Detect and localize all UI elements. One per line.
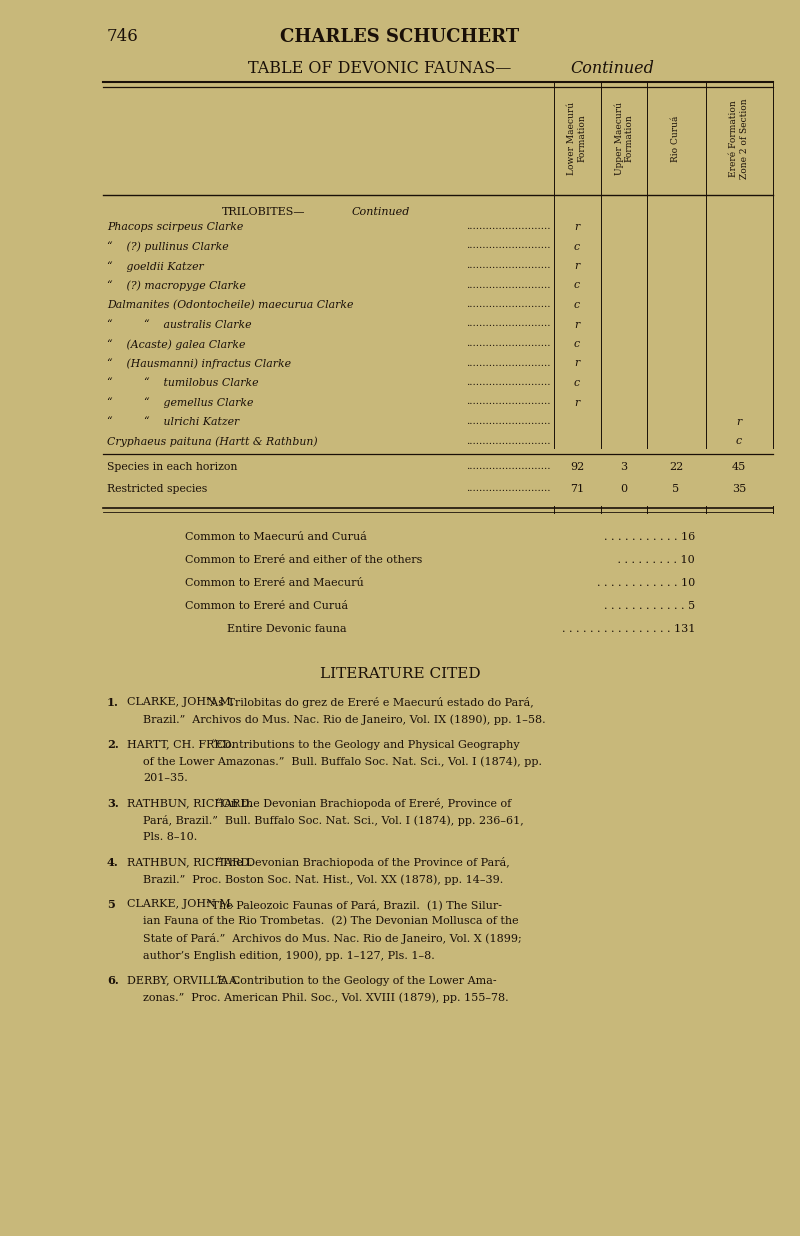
Text: Entire Devonic fauna: Entire Devonic fauna <box>227 624 346 634</box>
Text: “As Trilobitas do grez de Ereré e Maecurú estado do Pará,: “As Trilobitas do grez de Ereré e Maecur… <box>206 697 534 708</box>
Text: . . . . . . . . . . . 16: . . . . . . . . . . . 16 <box>604 531 695 543</box>
Text: DERBY, ORVILLE A.: DERBY, ORVILLE A. <box>127 975 241 985</box>
Text: “    goeldii Katzer: “ goeldii Katzer <box>107 261 204 272</box>
Text: Brazil.”  Archivos do Mus. Nac. Rio de Janeiro, Vol. IX (1890), pp. 1–58.: Brazil.” Archivos do Mus. Nac. Rio de Ja… <box>143 714 546 724</box>
Text: Lower Maecurú
Formation: Lower Maecurú Formation <box>567 101 586 176</box>
Text: zonas.”  Proc. American Phil. Soc., Vol. XVIII (1879), pp. 155–78.: zonas.” Proc. American Phil. Soc., Vol. … <box>143 993 509 1002</box>
Text: c: c <box>574 378 580 388</box>
Text: c: c <box>574 339 580 349</box>
Text: TRILOBITES—: TRILOBITES— <box>222 206 306 218</box>
Text: Continued: Continued <box>570 61 654 77</box>
Text: ..........................: .......................... <box>466 436 551 445</box>
Text: HARTT, CH. FRED.: HARTT, CH. FRED. <box>127 739 234 749</box>
Text: ..........................: .......................... <box>466 358 551 367</box>
Text: Rio Curuá: Rio Curuá <box>671 115 681 162</box>
Text: c: c <box>574 281 580 290</box>
Text: ..........................: .......................... <box>466 339 551 349</box>
Text: LITERATURE CITED: LITERATURE CITED <box>320 667 480 681</box>
Text: 6.: 6. <box>107 975 118 986</box>
Text: RATHBUN, RICHARD.: RATHBUN, RICHARD. <box>127 798 252 808</box>
Text: “Contributions to the Geology and Physical Geography: “Contributions to the Geology and Physic… <box>211 739 520 750</box>
Text: 5: 5 <box>107 899 114 910</box>
Text: CLARKE, JOHN M.: CLARKE, JOHN M. <box>127 899 234 908</box>
Text: 22: 22 <box>669 462 683 472</box>
Text: CHARLES SCHUCHERT: CHARLES SCHUCHERT <box>281 28 519 46</box>
Text: State of Pará.”  Archivos do Mus. Nac. Rio de Janeiro, Vol. X (1899;: State of Pará.” Archivos do Mus. Nac. Ri… <box>143 933 522 944</box>
Text: . . . . . . . . . 10: . . . . . . . . . 10 <box>614 555 695 565</box>
Text: “A Contribution to the Geology of the Lower Ama-: “A Contribution to the Geology of the Lo… <box>216 975 497 986</box>
Text: 71: 71 <box>570 485 584 494</box>
Text: “The Paleozoic Faunas of Pará, Brazil.  (1) The Silur-: “The Paleozoic Faunas of Pará, Brazil. (… <box>206 899 502 910</box>
Text: Restricted species: Restricted species <box>107 485 207 494</box>
Text: Ereré Formation
Zone 2 of Section: Ereré Formation Zone 2 of Section <box>730 98 749 179</box>
Text: Continued: Continued <box>352 206 410 218</box>
Text: Pará, Brazil.”  Bull. Buffalo Soc. Nat. Sci., Vol. I (1874), pp. 236–61,: Pará, Brazil.” Bull. Buffalo Soc. Nat. S… <box>143 815 524 826</box>
Text: RATHBUN, RICHARD.: RATHBUN, RICHARD. <box>127 857 252 866</box>
Text: c: c <box>574 241 580 251</box>
Text: Common to Ereré and Curuá: Common to Ereré and Curuá <box>185 601 348 611</box>
Text: Phacops scirpeus Clarke: Phacops scirpeus Clarke <box>107 222 243 232</box>
Text: 3: 3 <box>621 462 627 472</box>
Text: Species in each horizon: Species in each horizon <box>107 462 238 472</box>
Text: . . . . . . . . . . . . 5: . . . . . . . . . . . . 5 <box>604 601 695 611</box>
Text: Brazil.”  Proc. Boston Soc. Nat. Hist., Vol. XX (1878), pp. 14–39.: Brazil.” Proc. Boston Soc. Nat. Hist., V… <box>143 874 503 885</box>
Text: ..........................: .......................... <box>466 485 551 493</box>
Text: ..........................: .......................... <box>466 222 551 231</box>
Text: “         “    tumilobus Clarke: “ “ tumilobus Clarke <box>107 378 258 388</box>
Text: ..........................: .......................... <box>466 261 551 269</box>
Text: Dalmanites (Odontocheile) maecurua Clarke: Dalmanites (Odontocheile) maecurua Clark… <box>107 300 354 310</box>
Text: r: r <box>736 417 742 426</box>
Text: ..........................: .......................... <box>466 398 551 407</box>
Text: c: c <box>574 300 580 310</box>
Text: r: r <box>574 261 580 271</box>
Text: 1.: 1. <box>107 697 119 708</box>
Text: TABLE OF DEVONIC FAUNAS—: TABLE OF DEVONIC FAUNAS— <box>248 61 511 77</box>
Text: “         “    australis Clarke: “ “ australis Clarke <box>107 319 251 330</box>
Text: ..........................: .......................... <box>466 300 551 309</box>
Text: 201–35.: 201–35. <box>143 772 188 782</box>
Text: “         “    gemellus Clarke: “ “ gemellus Clarke <box>107 398 254 408</box>
Text: author’s English edition, 1900), pp. 1–127, Pls. 1–8.: author’s English edition, 1900), pp. 1–1… <box>143 950 434 960</box>
Text: “    (Acaste) galea Clarke: “ (Acaste) galea Clarke <box>107 339 246 350</box>
Text: 4.: 4. <box>107 857 118 868</box>
Text: of the Lower Amazonas.”  Bull. Buffalo Soc. Nat. Sci., Vol. I (1874), pp.: of the Lower Amazonas.” Bull. Buffalo So… <box>143 756 542 766</box>
Text: “The Devonian Brachiopoda of the Province of Pará,: “The Devonian Brachiopoda of the Provinc… <box>216 857 510 868</box>
Text: Common to Maecurú and Curuá: Common to Maecurú and Curuá <box>185 531 367 543</box>
Text: r: r <box>574 398 580 408</box>
Text: “    (?) pullinus Clarke: “ (?) pullinus Clarke <box>107 241 229 252</box>
Text: 92: 92 <box>570 462 584 472</box>
Text: “    (Hausmanni) infractus Clarke: “ (Hausmanni) infractus Clarke <box>107 358 291 370</box>
Text: 5: 5 <box>673 485 679 494</box>
Text: 0: 0 <box>621 485 627 494</box>
Text: ..........................: .......................... <box>466 417 551 426</box>
Text: 2.: 2. <box>107 739 118 750</box>
Text: “On the Devonian Brachiopoda of Ereré, Province of: “On the Devonian Brachiopoda of Ereré, P… <box>216 798 511 810</box>
Text: Upper Maecurú
Formation: Upper Maecurú Formation <box>614 103 634 176</box>
Text: r: r <box>574 319 580 330</box>
Text: 3.: 3. <box>107 798 118 810</box>
Text: 45: 45 <box>732 462 746 472</box>
Text: r: r <box>574 222 580 232</box>
Text: ..........................: .......................... <box>466 281 551 289</box>
Text: Cryphaeus paituna (Hartt & Rathbun): Cryphaeus paituna (Hartt & Rathbun) <box>107 436 318 447</box>
Text: CLARKE, JOHN M.: CLARKE, JOHN M. <box>127 697 234 707</box>
Text: r: r <box>574 358 580 368</box>
Text: ..........................: .......................... <box>466 378 551 387</box>
Text: ian Fauna of the Rio Trombetas.  (2) The Devonian Mollusca of the: ian Fauna of the Rio Trombetas. (2) The … <box>143 916 518 926</box>
Text: Pls. 8–10.: Pls. 8–10. <box>143 832 198 842</box>
Text: 35: 35 <box>732 485 746 494</box>
Text: ..........................: .......................... <box>466 241 551 251</box>
Text: c: c <box>736 436 742 446</box>
Text: ..........................: .......................... <box>466 319 551 329</box>
Text: . . . . . . . . . . . . 10: . . . . . . . . . . . . 10 <box>597 578 695 588</box>
Text: . . . . . . . . . . . . . . . . 131: . . . . . . . . . . . . . . . . 131 <box>562 624 695 634</box>
Text: Common to Ereré and either of the others: Common to Ereré and either of the others <box>185 555 422 565</box>
Text: “         “    ulrichi Katzer: “ “ ulrichi Katzer <box>107 417 239 426</box>
Text: “    (?) macropyge Clarke: “ (?) macropyge Clarke <box>107 281 246 292</box>
Text: Common to Ereré and Maecurú: Common to Ereré and Maecurú <box>185 578 364 588</box>
Text: ..........................: .......................... <box>466 462 551 471</box>
Text: 746: 746 <box>107 28 138 44</box>
